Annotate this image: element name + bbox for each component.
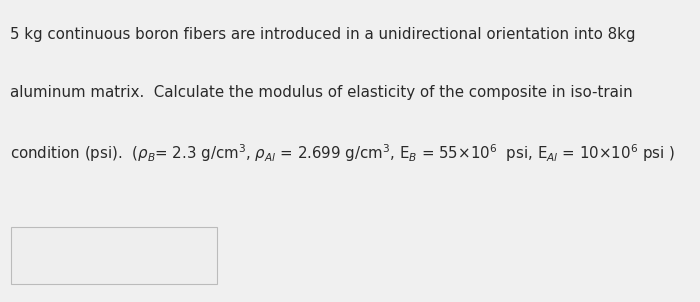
Bar	[10, 226, 217, 284]
Text: aluminum matrix.  Calculate the modulus of elasticity of the composite in iso-tr: aluminum matrix. Calculate the modulus o…	[10, 85, 634, 100]
Text: condition (psi).  ($\rho_B$= 2.3 g/cm$^3$, $\rho_{Al}$ = 2.699 g/cm$^3$, E$_B$ =: condition (psi). ($\rho_B$= 2.3 g/cm$^3$…	[10, 142, 676, 164]
Text: 5 kg continuous boron fibers are introduced in a unidirectional orientation into: 5 kg continuous boron fibers are introdu…	[10, 27, 636, 42]
